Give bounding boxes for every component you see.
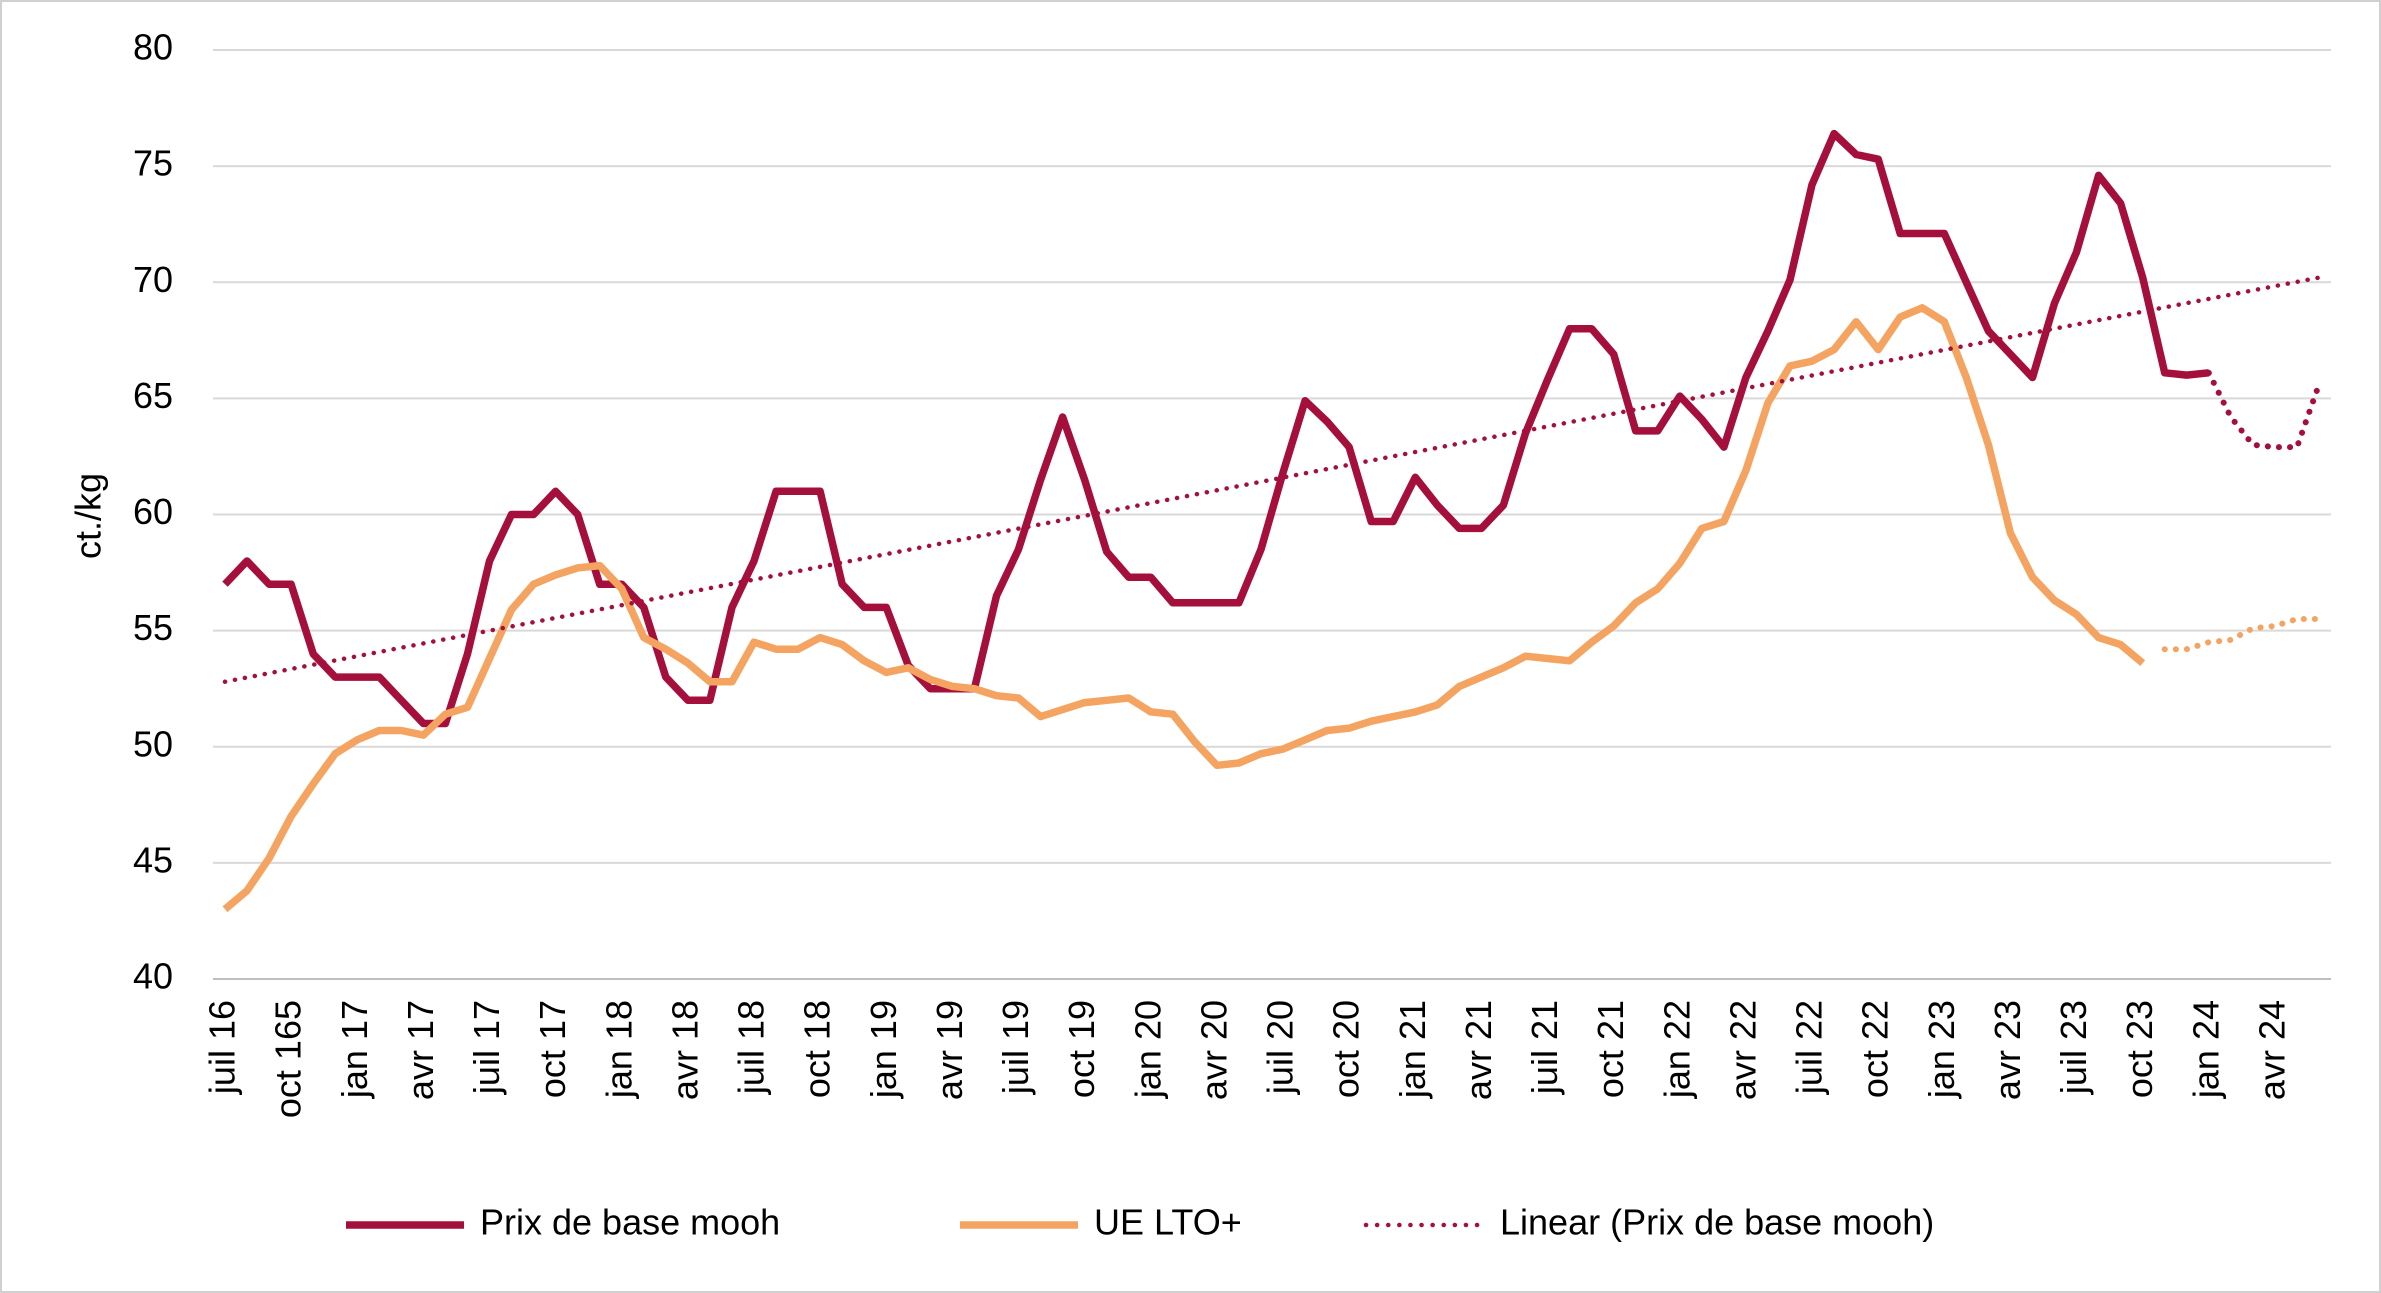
x-tick-label: juil 19 — [995, 1000, 1036, 1095]
legend-label: UE LTO+ — [1094, 1202, 1242, 1243]
y-tick-label: 40 — [133, 956, 173, 997]
x-tick-label: jan 20 — [1127, 1000, 1168, 1099]
y-tick-label: 55 — [133, 607, 173, 648]
x-tick-label: oct 19 — [1061, 1000, 1102, 1098]
series-line — [2161, 616, 2322, 653]
x-tick-label: avr 21 — [1458, 1000, 1499, 1100]
x-tick-label: juil 17 — [466, 1000, 507, 1095]
x-tick-label: oct 23 — [2119, 1000, 2160, 1098]
x-tick-label: oct 20 — [1326, 1000, 1367, 1098]
x-tick-label: oct 21 — [1590, 1000, 1631, 1098]
x-tick-label: jan 22 — [1656, 1000, 1697, 1099]
x-tick-label: jan 23 — [1921, 1000, 1962, 1099]
y-tick-label: 45 — [133, 839, 173, 880]
x-tick-label: juil 16 — [202, 1000, 243, 1095]
series-line — [222, 129, 2210, 728]
x-tick-label: juil 22 — [1789, 1000, 1830, 1095]
y-tick-label: 50 — [133, 723, 173, 764]
trend-line — [222, 275, 2322, 684]
x-tick-label: avr 19 — [929, 1000, 970, 1100]
x-tick-label: avr 23 — [1987, 1000, 2028, 1100]
y-tick-label: 65 — [133, 375, 173, 416]
x-tick-label: oct 17 — [532, 1000, 573, 1098]
y-axis-title: ct./kg — [68, 473, 109, 559]
x-tick-label: avr 18 — [664, 1000, 705, 1100]
series-line — [222, 304, 2146, 913]
x-tick-label: jan 19 — [863, 1000, 904, 1099]
x-tick-label: jan 17 — [334, 1000, 375, 1099]
legend-label: Prix de base mooh — [480, 1202, 780, 1243]
y-tick-label: 60 — [133, 491, 173, 532]
x-tick-label: oct 165 — [268, 1000, 309, 1118]
y-tick-label: 70 — [133, 259, 173, 300]
x-tick-label: juil 20 — [1260, 1000, 1301, 1095]
legend-label: Linear (Prix de base mooh) — [1500, 1202, 1934, 1243]
x-tick-label: jan 18 — [598, 1000, 639, 1099]
x-tick-label: avr 20 — [1193, 1000, 1234, 1100]
x-tick-label: jan 21 — [1392, 1000, 1433, 1099]
x-tick-label: oct 22 — [1855, 1000, 1896, 1098]
x-tick-label: avr 17 — [400, 1000, 441, 1100]
x-tick-label: juil 21 — [1524, 1000, 1565, 1095]
x-tick-label: avr 22 — [1722, 1000, 1763, 1100]
y-tick-label: 80 — [133, 27, 173, 68]
x-tick-label: oct 18 — [797, 1000, 838, 1098]
y-tick-label: 75 — [133, 143, 173, 184]
x-tick-label: juil 18 — [731, 1000, 772, 1095]
x-tick-label: avr 24 — [2251, 1000, 2292, 1100]
x-tick-label: jan 24 — [2185, 1000, 2226, 1099]
x-tick-label: juil 23 — [2053, 1000, 2094, 1095]
